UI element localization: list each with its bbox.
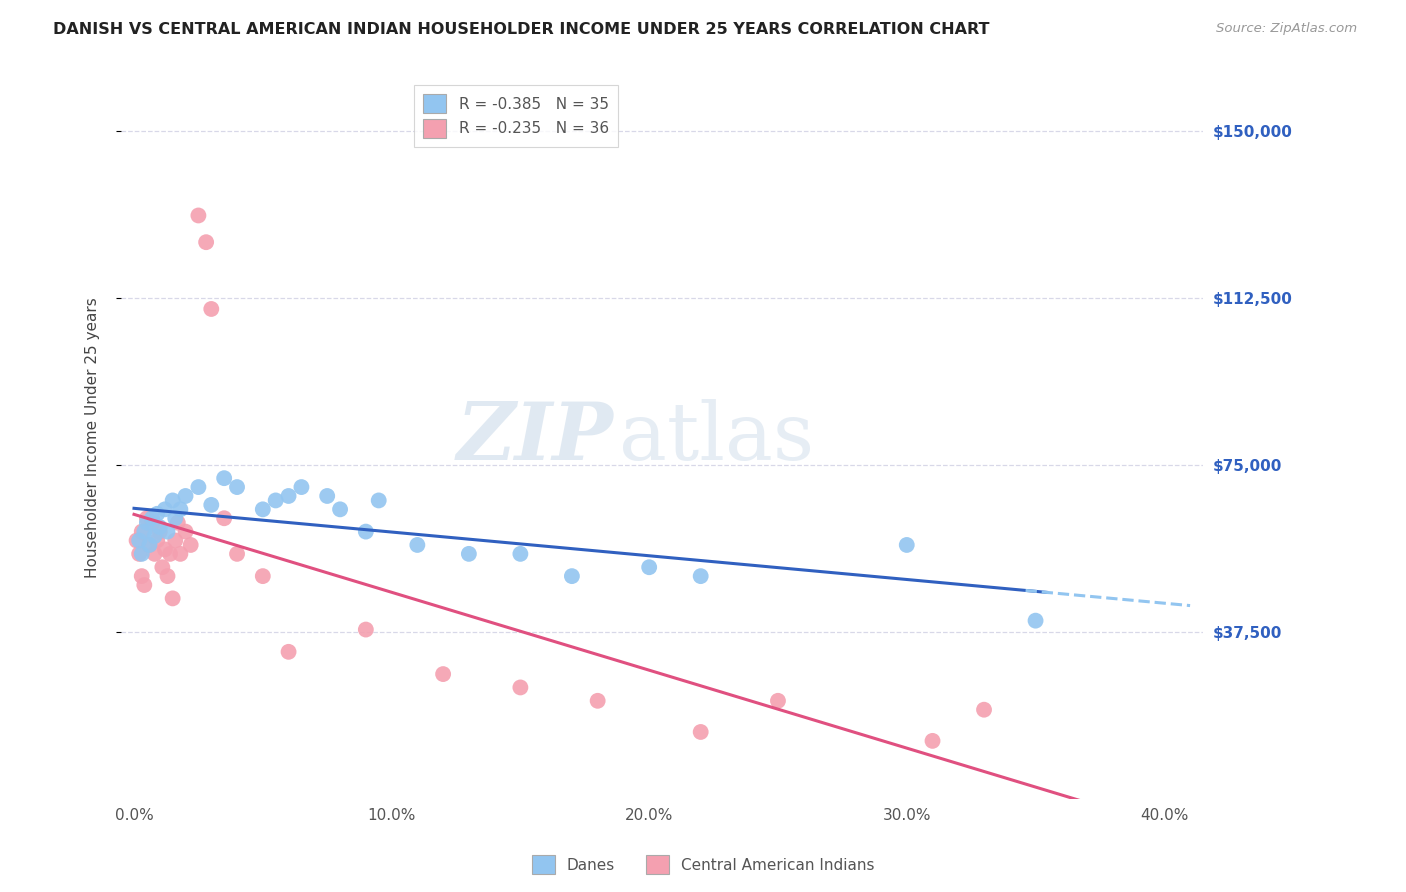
- Text: atlas: atlas: [619, 399, 814, 477]
- Point: [180, 538, 202, 552]
- Point: [141, 511, 163, 525]
- Point: [509, 547, 531, 561]
- Point: [134, 578, 156, 592]
- Point: [896, 538, 918, 552]
- Point: [195, 235, 218, 250]
- Point: [290, 480, 312, 494]
- Point: [166, 516, 188, 530]
- Point: [131, 569, 153, 583]
- Y-axis label: Householder Income Under 25 years: Householder Income Under 25 years: [86, 298, 100, 579]
- Point: [354, 524, 377, 539]
- Point: [162, 493, 184, 508]
- Point: [135, 516, 157, 530]
- Point: [689, 569, 711, 583]
- Point: [141, 516, 163, 530]
- Point: [135, 511, 157, 525]
- Point: [169, 547, 191, 561]
- Legend: R = -0.385   N = 35, R = -0.235   N = 36: R = -0.385 N = 35, R = -0.235 N = 36: [415, 85, 617, 147]
- Point: [586, 694, 609, 708]
- Point: [973, 703, 995, 717]
- Point: [143, 547, 166, 561]
- Point: [153, 502, 176, 516]
- Point: [146, 533, 169, 548]
- Point: [156, 524, 179, 539]
- Point: [159, 547, 181, 561]
- Point: [174, 524, 197, 539]
- Point: [316, 489, 339, 503]
- Point: [329, 502, 352, 516]
- Point: [169, 502, 191, 516]
- Point: [128, 547, 150, 561]
- Point: [131, 547, 153, 561]
- Point: [149, 524, 172, 539]
- Point: [766, 694, 789, 708]
- Point: [638, 560, 661, 574]
- Point: [226, 480, 249, 494]
- Text: ZIP: ZIP: [457, 400, 613, 477]
- Point: [165, 533, 187, 548]
- Point: [143, 529, 166, 543]
- Point: [125, 533, 148, 548]
- Point: [162, 591, 184, 606]
- Point: [277, 645, 299, 659]
- Point: [212, 511, 235, 525]
- Point: [406, 538, 429, 552]
- Point: [156, 569, 179, 583]
- Point: [1025, 614, 1047, 628]
- Point: [354, 623, 377, 637]
- Point: [187, 209, 209, 223]
- Point: [212, 471, 235, 485]
- Point: [134, 524, 156, 539]
- Point: [689, 725, 711, 739]
- Text: DANISH VS CENTRAL AMERICAN INDIAN HOUSEHOLDER INCOME UNDER 25 YEARS CORRELATION : DANISH VS CENTRAL AMERICAN INDIAN HOUSEH…: [53, 22, 990, 37]
- Point: [252, 502, 274, 516]
- Point: [150, 560, 173, 574]
- Point: [149, 520, 172, 534]
- Point: [200, 301, 222, 316]
- Point: [187, 480, 209, 494]
- Point: [138, 538, 160, 552]
- Point: [264, 493, 287, 508]
- Point: [457, 547, 479, 561]
- Point: [252, 569, 274, 583]
- Point: [509, 681, 531, 695]
- Text: Source: ZipAtlas.com: Source: ZipAtlas.com: [1216, 22, 1357, 36]
- Point: [367, 493, 389, 508]
- Point: [277, 489, 299, 503]
- Point: [138, 538, 160, 552]
- Point: [153, 542, 176, 557]
- Point: [128, 533, 150, 548]
- Point: [226, 547, 249, 561]
- Point: [146, 507, 169, 521]
- Legend: Danes, Central American Indians: Danes, Central American Indians: [526, 849, 880, 880]
- Point: [131, 524, 153, 539]
- Point: [165, 511, 187, 525]
- Point: [561, 569, 583, 583]
- Point: [432, 667, 454, 681]
- Point: [200, 498, 222, 512]
- Point: [174, 489, 197, 503]
- Point: [921, 734, 943, 748]
